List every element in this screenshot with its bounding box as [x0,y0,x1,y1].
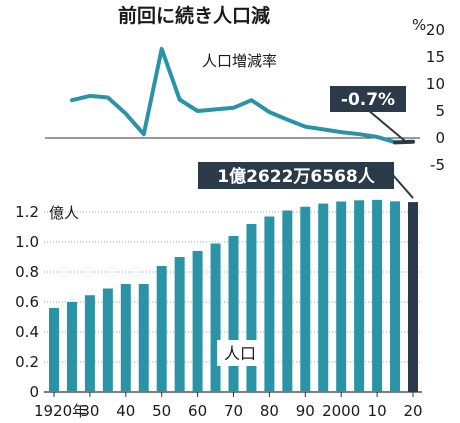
population-bar [318,203,329,392]
population-bar [84,295,95,392]
growth-rate-chart: % 20 15 10 5 0 -5 人口増減率 -0.7% [45,16,445,174]
line-y-ticks: 20 15 10 5 0 -5 [426,21,445,174]
bar-x-tick: 40 [116,402,135,420]
bar-y-tick: 0.4 [15,323,39,341]
population-bar [390,201,401,392]
line-y-tick: -5 [430,156,445,174]
population-bar [300,206,311,392]
line-y-tick: 15 [426,48,445,66]
bar-x-tick: 20 [403,402,422,420]
population-bar [210,243,221,392]
population-bar-latest [408,202,418,392]
population-bar [246,224,257,392]
population-callout-label: 1億2622万6568人 [217,166,375,187]
line-series-label: 人口増減率 [202,52,277,70]
population-bar [264,216,275,392]
bar-y-tick: 1.2 [15,203,39,221]
population-callout-pointer [391,173,414,199]
population-bar [66,302,77,392]
bar-series-label-bg [217,340,263,366]
population-bar [228,236,239,392]
population-bar [336,201,347,392]
bar-y-tick: 0.6 [15,293,39,311]
chart-title: 前回に続き人口減 [118,4,270,27]
line-y-tick: 10 [426,75,445,93]
rate-callout-box [330,86,406,112]
population-bar [120,284,131,392]
bar-x-tick: 10 [368,402,387,420]
line-y-tick: 20 [426,21,445,39]
rate-callout-pointer [367,109,406,142]
population-bar [174,257,185,392]
bar-x-tick: 60 [188,402,207,420]
population-callout-box [198,162,394,189]
bar-y-tick: 0 [29,383,39,401]
bar-x-tick: 90 [296,402,315,420]
population-bar [282,210,293,392]
bar-x-tick: 1920年 [34,402,87,420]
population-bar [192,251,203,392]
population-bars [49,199,418,392]
rate-callout-label: -0.7% [341,90,395,110]
bar-x-tick: 2000 [322,402,360,420]
line-y-unit: % [412,16,426,34]
line-y-tick: 0 [435,129,445,147]
population-bar [372,199,383,392]
bar-x-tick: 50 [152,402,171,420]
population-bar [102,288,113,392]
population-bar [354,200,365,392]
population-bar [156,266,167,392]
population-bar [138,284,149,392]
bar-y-unit: 億人 [49,204,79,222]
line-y-tick: 5 [435,102,445,120]
growth-rate-line [70,46,398,145]
bar-series-label: 人口 [224,344,256,363]
growth-rate-latest-segment [393,139,415,145]
bar-y-tick: 1.0 [15,233,39,251]
bar-y-tick: 0.8 [15,263,39,281]
bar-y-tick: 0.2 [15,353,39,371]
bar-x-tick: 30 [80,402,99,420]
bar-y-ticks: 1.2 1.0 0.8 0.6 0.4 0.2 0 [15,203,39,401]
bar-x-tick: 80 [260,402,279,420]
bar-x-tick: 70 [224,402,243,420]
population-bar [49,308,59,392]
